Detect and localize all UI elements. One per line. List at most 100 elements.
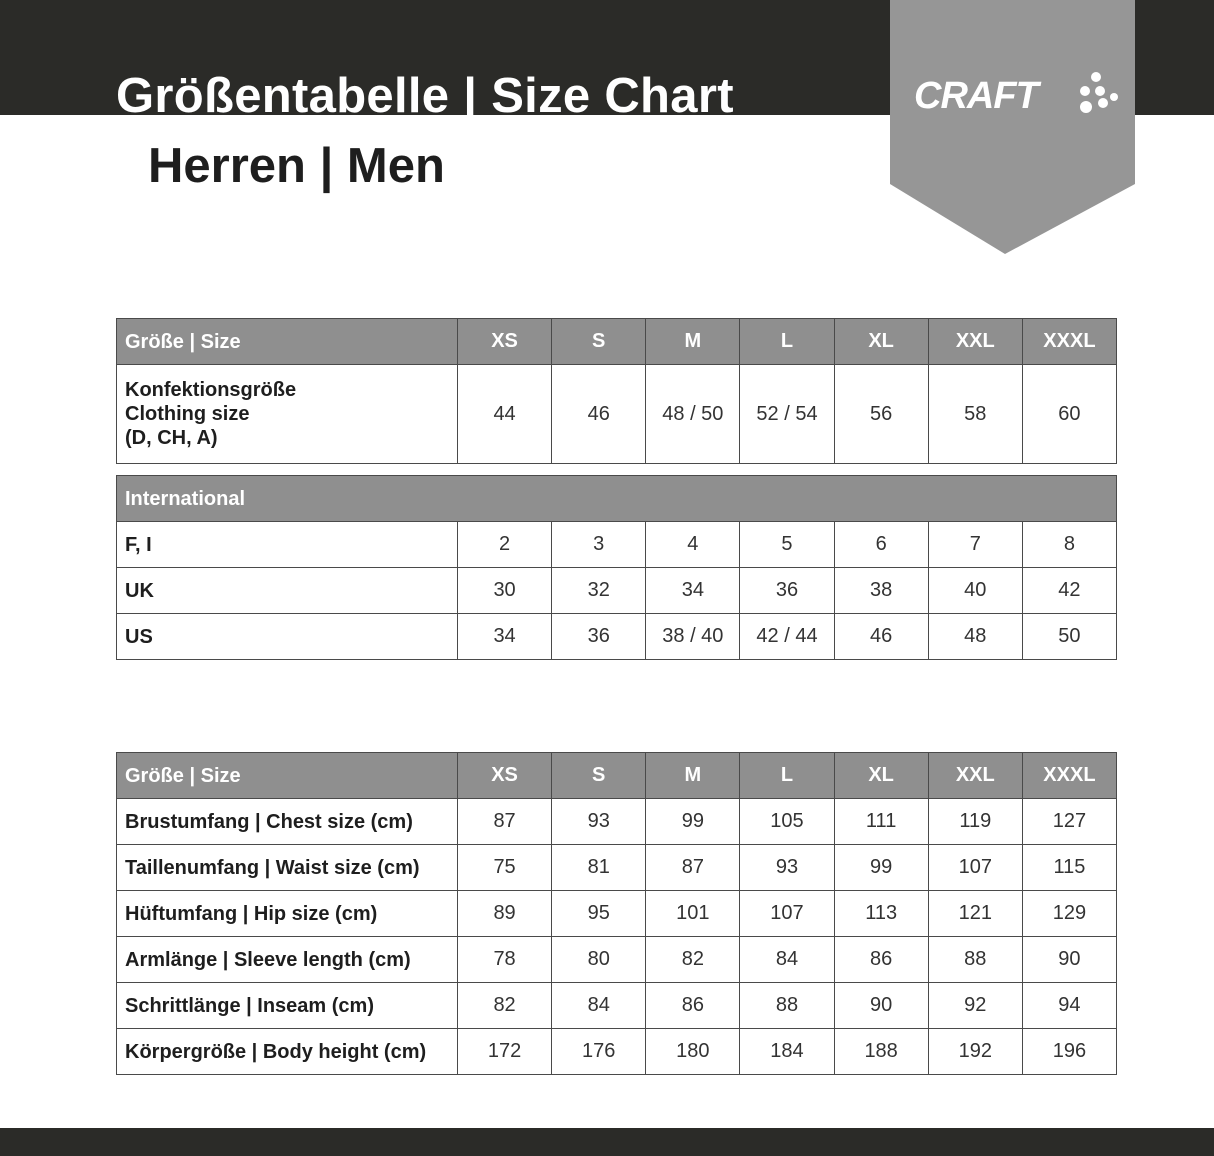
row-label: F, I bbox=[116, 521, 458, 568]
cell-value: 81 bbox=[551, 844, 647, 891]
cell-value: 105 bbox=[739, 798, 835, 845]
size-header: XXXL bbox=[1021, 752, 1118, 799]
cell-value: 56 bbox=[833, 364, 929, 464]
cell-value: 4 bbox=[645, 521, 741, 568]
cell-value: 90 bbox=[833, 982, 929, 1029]
cell-value: 115 bbox=[1021, 844, 1118, 891]
cell-value: 111 bbox=[833, 798, 929, 845]
cell-value: 44 bbox=[456, 364, 553, 464]
cell-value: 88 bbox=[927, 936, 1023, 983]
cell-value: 129 bbox=[1021, 890, 1118, 937]
page-title: Größentabelle | Size Chart bbox=[116, 69, 734, 123]
header-label: Größe | Size bbox=[116, 752, 458, 799]
size-header: XXXL bbox=[1021, 318, 1118, 365]
cell-value: 86 bbox=[645, 982, 741, 1029]
size-table-measurements: Größe | Size XS S M L XL XXL XXXL Brustumfang | … bbox=[116, 752, 1118, 1075]
svg-text:CRAFT: CRAFT bbox=[914, 75, 1042, 117]
cell-value: 184 bbox=[739, 1028, 835, 1075]
cell-value: 34 bbox=[645, 567, 741, 614]
cell-value: 82 bbox=[645, 936, 741, 983]
cell-value: 38 bbox=[833, 567, 929, 614]
table-row: Konfektionsgröße Clothing size (D, CH, A) 4… bbox=[116, 364, 1118, 464]
size-table-clothing: Größe | Size XS S M L XL XXL XXXL Konfektionsgrö… bbox=[116, 318, 1118, 464]
size-table-international: International F, I 2 3 4 5 6 7 8 UK 30 32 34 36 38 40 42… bbox=[116, 475, 1118, 660]
table-row: Taillenumfang | Waist size (cm) 75 81 87 93 9… bbox=[116, 844, 1118, 891]
page-subtitle: Herren | Men bbox=[148, 139, 445, 193]
row-label-line: Clothing size bbox=[125, 403, 250, 425]
row-label: Taillenumfang | Waist size (cm) bbox=[116, 844, 458, 891]
cell-value: 88 bbox=[739, 982, 835, 1029]
row-label: Brustumfang | Chest size (cm) bbox=[116, 798, 458, 845]
table-row: Schrittlänge | Inseam (cm) 82 84 86 88 90 92 94 bbox=[116, 982, 1118, 1029]
table-row: Körpergröße | Body height (cm) 172 176 180 1… bbox=[116, 1028, 1118, 1075]
size-header: XL bbox=[833, 318, 929, 365]
table-row: Armlänge | Sleeve length (cm) 78 80 82 84 86 8… bbox=[116, 936, 1118, 983]
cell-value: 87 bbox=[645, 844, 741, 891]
cell-value: 7 bbox=[927, 521, 1023, 568]
cell-value: 196 bbox=[1021, 1028, 1118, 1075]
cell-value: 87 bbox=[456, 798, 553, 845]
cell-value: 107 bbox=[739, 890, 835, 937]
cell-value: 32 bbox=[551, 567, 647, 614]
cell-value: 99 bbox=[645, 798, 741, 845]
cell-value: 101 bbox=[645, 890, 741, 937]
cell-value: 60 bbox=[1021, 364, 1118, 464]
cell-value: 93 bbox=[551, 798, 647, 845]
cell-value: 180 bbox=[645, 1028, 741, 1075]
cell-value: 86 bbox=[833, 936, 929, 983]
cell-value: 52 / 54 bbox=[739, 364, 835, 464]
size-header: XL bbox=[833, 752, 929, 799]
table-row: US 34 36 38 / 40 42 / 44 46 48 50 bbox=[116, 613, 1118, 660]
cell-value: 50 bbox=[1021, 613, 1118, 660]
cell-value: 188 bbox=[833, 1028, 929, 1075]
cell-value: 78 bbox=[456, 936, 553, 983]
row-label: UK bbox=[116, 567, 458, 614]
row-label-line: (D, CH, A) bbox=[125, 427, 218, 449]
row-label: Konfektionsgröße Clothing size (D, CH, A) bbox=[116, 364, 458, 464]
row-label: Armlänge | Sleeve length (cm) bbox=[116, 936, 458, 983]
cell-value: 92 bbox=[927, 982, 1023, 1029]
cell-value: 119 bbox=[927, 798, 1023, 845]
cell-value: 36 bbox=[551, 613, 647, 660]
header-label: Größe | Size bbox=[116, 318, 458, 365]
cell-value: 46 bbox=[551, 364, 647, 464]
cell-value: 48 / 50 bbox=[645, 364, 741, 464]
cell-value: 94 bbox=[1021, 982, 1118, 1029]
cell-value: 113 bbox=[833, 890, 929, 937]
cell-value: 8 bbox=[1021, 521, 1118, 568]
size-header: XS bbox=[456, 318, 553, 365]
cell-value: 36 bbox=[739, 567, 835, 614]
cell-value: 3 bbox=[551, 521, 647, 568]
bottom-bar bbox=[0, 1128, 1214, 1156]
cell-value: 192 bbox=[927, 1028, 1023, 1075]
cell-value: 99 bbox=[833, 844, 929, 891]
size-header: XS bbox=[456, 752, 553, 799]
cell-value: 42 bbox=[1021, 567, 1118, 614]
cell-value: 38 / 40 bbox=[645, 613, 741, 660]
row-label: US bbox=[116, 613, 458, 660]
cell-value: 121 bbox=[927, 890, 1023, 937]
table-row: Hüftumfang | Hip size (cm) 89 95 101 107 113 1… bbox=[116, 890, 1118, 937]
row-label: Schrittlänge | Inseam (cm) bbox=[116, 982, 458, 1029]
row-label: Körpergröße | Body height (cm) bbox=[116, 1028, 458, 1075]
header-row: International bbox=[116, 475, 1117, 522]
cell-value: 95 bbox=[551, 890, 647, 937]
header-row: Größe | Size XS S M L XL XXL XXXL bbox=[116, 318, 1118, 365]
size-header: M bbox=[645, 318, 741, 365]
size-header: S bbox=[551, 752, 647, 799]
cell-value: 42 / 44 bbox=[739, 613, 835, 660]
row-label-line: Konfektionsgröße bbox=[125, 379, 297, 401]
size-header: L bbox=[739, 318, 835, 365]
cell-value: 46 bbox=[833, 613, 929, 660]
cell-value: 172 bbox=[456, 1028, 553, 1075]
size-header: M bbox=[645, 752, 741, 799]
cell-value: 80 bbox=[551, 936, 647, 983]
table-row: UK 30 32 34 36 38 40 42 bbox=[116, 567, 1118, 614]
size-header: L bbox=[739, 752, 835, 799]
cell-value: 127 bbox=[1021, 798, 1118, 845]
cell-value: 58 bbox=[927, 364, 1023, 464]
row-label: Hüftumfang | Hip size (cm) bbox=[116, 890, 458, 937]
size-header: XXL bbox=[927, 318, 1023, 365]
cell-value: 84 bbox=[551, 982, 647, 1029]
